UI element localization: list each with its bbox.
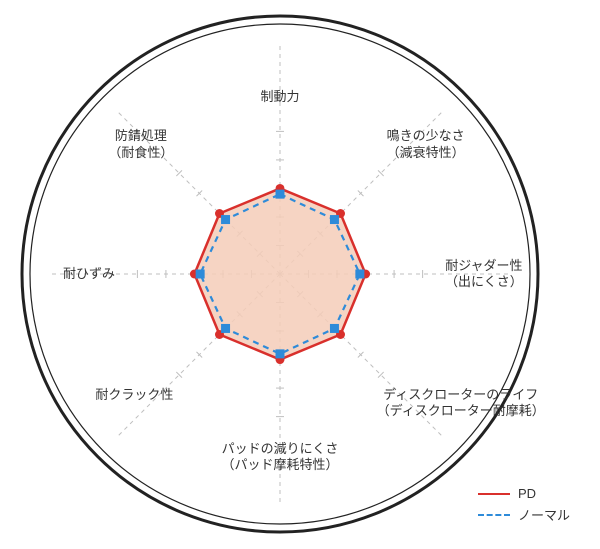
legend-label-normal: ノーマル [518, 505, 570, 524]
legend-row-normal: ノーマル [478, 505, 570, 524]
legend-label-PD: PD [518, 486, 536, 501]
legend: PD ノーマル [478, 486, 570, 528]
radar-chart: 制動力鳴きの少なさ（減衰特性）耐ジャダー性（出にくさ）ディスクローターのライフ（… [0, 0, 600, 549]
legend-swatch-PD [478, 493, 510, 495]
radar-svg [0, 0, 600, 549]
legend-swatch-normal [478, 514, 510, 516]
legend-row-PD: PD [478, 486, 570, 501]
